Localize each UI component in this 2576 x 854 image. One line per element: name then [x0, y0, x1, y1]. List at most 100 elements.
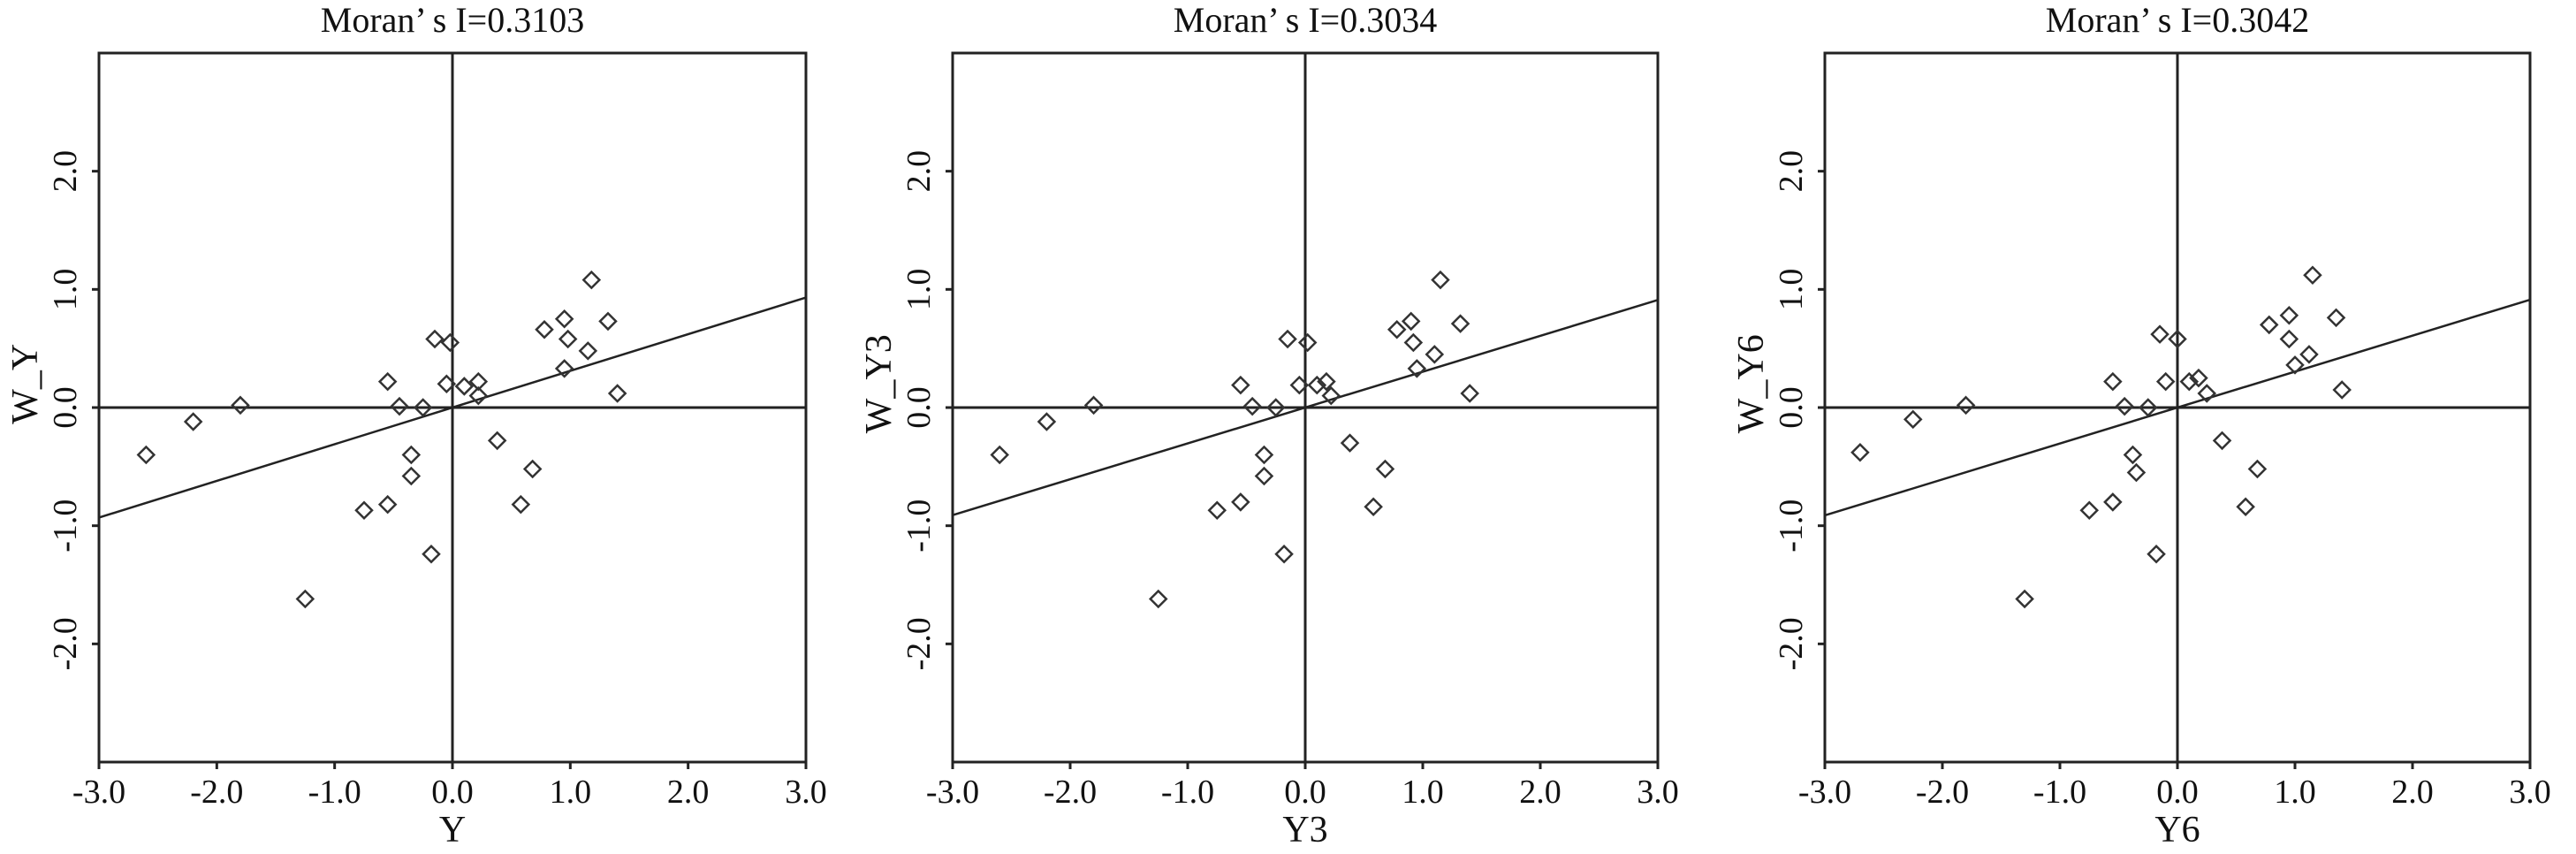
x-tick-label: 1.0 — [550, 774, 592, 811]
data-point — [1321, 385, 1341, 406]
y-tick-label: -2.0 — [1773, 617, 1810, 670]
y-tick-label: -1.0 — [47, 499, 84, 553]
x-tick-label: 3.0 — [1637, 774, 1679, 811]
y-tick-label: 0.0 — [900, 386, 938, 429]
y-axis-label: W_Y3 — [859, 334, 900, 433]
data-point — [2303, 265, 2322, 286]
data-point — [454, 377, 475, 396]
x-tick-label: 3.0 — [785, 774, 827, 811]
data-point — [1242, 396, 1262, 416]
data-point — [2155, 371, 2176, 392]
data-point — [401, 445, 422, 465]
data-point — [522, 459, 543, 479]
data-point — [2103, 371, 2123, 392]
x-tick-label: 2.0 — [2391, 774, 2434, 811]
data-point — [2079, 500, 2100, 521]
data-point — [183, 412, 203, 431]
data-point — [1148, 589, 1168, 609]
data-point — [1431, 270, 1450, 290]
data-point — [231, 395, 250, 416]
x-axis-label: Y6 — [2154, 810, 2200, 850]
data-point — [401, 466, 422, 486]
data-point — [487, 431, 507, 451]
data-point — [2126, 462, 2147, 483]
data-point — [1278, 329, 1297, 349]
chart-panel-y: Moran’ s I=0.3103 -3.0 -2.0 -1.0 0.0 1.0 2.0 3.… — [5, 0, 827, 850]
data-point — [377, 494, 398, 515]
data-point — [1403, 332, 1424, 353]
data-point — [2247, 459, 2268, 479]
data-point — [2332, 380, 2352, 400]
data-point — [295, 589, 315, 609]
data-point — [554, 309, 574, 329]
data-point — [413, 398, 433, 417]
data-point — [2189, 368, 2208, 388]
data-point — [390, 396, 409, 416]
data-point — [2147, 544, 2166, 564]
data-point — [2103, 492, 2123, 512]
y-tick-label: -2.0 — [47, 617, 84, 670]
x-tick-label: -1.0 — [308, 774, 361, 811]
data-point — [1340, 433, 1360, 453]
chart-panel-y3: Moran’ s I=0.3034 -3.0 -2.0 -1.0 0.0 1.0 2.0 3.… — [859, 0, 1679, 850]
data-point — [1387, 320, 1407, 339]
data-point — [2179, 371, 2200, 392]
chart-title: Moran’ s I=0.3042 — [2046, 0, 2309, 40]
data-point — [1037, 412, 1057, 431]
x-tick-label: -2.0 — [1044, 774, 1097, 811]
data-point — [437, 374, 457, 394]
data-point — [422, 544, 441, 564]
data-point — [1450, 314, 1470, 333]
data-point — [558, 329, 578, 349]
data-point — [598, 311, 618, 332]
x-tick-label: 0.0 — [1284, 774, 1326, 811]
data-point — [136, 445, 156, 465]
data-point — [2326, 308, 2346, 328]
y-tick-label: -1.0 — [1773, 499, 1810, 553]
x-tick-label: 2.0 — [667, 774, 710, 811]
x-tick-label: -3.0 — [1798, 774, 1851, 811]
x-tick-label: 2.0 — [1519, 774, 1562, 811]
data-point — [1231, 375, 1250, 395]
y-tick-label: 1.0 — [47, 269, 84, 311]
data-point — [2259, 315, 2279, 335]
data-point — [554, 359, 574, 378]
data-point — [581, 270, 602, 290]
data-point — [511, 494, 531, 515]
chart-panel-y6: Moran’ s I=0.3042 -3.0 -2.0 -1.0 0.0 1.0 2.0 3.… — [1731, 0, 2551, 850]
x-tick-label: -2.0 — [190, 774, 243, 811]
x-tick-label: -1.0 — [2033, 774, 2086, 811]
data-point — [1289, 375, 1310, 395]
y-tick-label: 1.0 — [900, 269, 938, 311]
x-tick-label: -1.0 — [1161, 774, 1214, 811]
data-point — [2197, 384, 2217, 403]
data-point — [468, 371, 489, 392]
data-point — [1231, 492, 1250, 512]
chart-title: Moran’ s I=0.3034 — [1174, 0, 1437, 40]
data-point — [2015, 589, 2034, 609]
regression-line — [98, 296, 807, 519]
data-point — [578, 341, 598, 361]
x-tick-label: 3.0 — [2509, 774, 2551, 811]
data-point — [1850, 443, 1870, 462]
x-tick-label: -3.0 — [72, 774, 125, 811]
data-point — [2285, 355, 2305, 375]
data-point — [1956, 395, 1976, 416]
data-point — [2123, 445, 2143, 465]
y-tick-label: 2.0 — [47, 150, 84, 193]
data-point — [607, 384, 627, 403]
y-tick-label: -2.0 — [900, 617, 938, 670]
x-tick-label: -3.0 — [926, 774, 979, 811]
data-point — [1265, 398, 1286, 417]
data-point — [468, 385, 489, 406]
y-tick-label: 0.0 — [47, 386, 84, 429]
y-tick-label: 2.0 — [900, 150, 938, 193]
data-point — [377, 371, 398, 392]
data-point — [990, 445, 1009, 465]
x-tick-label: 0.0 — [431, 774, 474, 811]
data-point — [1083, 395, 1104, 416]
data-point — [1274, 544, 1294, 564]
data-point — [1903, 409, 1923, 430]
data-point — [425, 329, 445, 349]
